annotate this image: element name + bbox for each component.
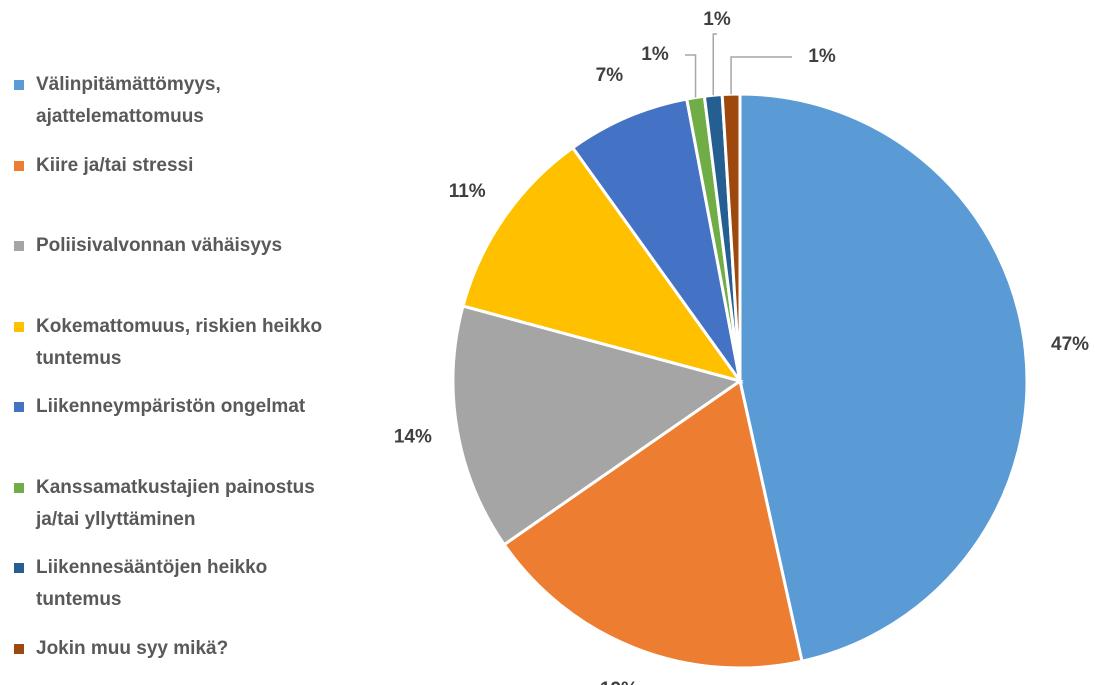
data-label: 1%: [641, 44, 669, 65]
data-label: 1%: [703, 9, 731, 30]
legend-swatch: [14, 321, 24, 332]
legend-swatch: [14, 482, 24, 493]
data-label: 47%: [1051, 334, 1089, 355]
legend-swatch: [14, 643, 24, 654]
legend-item: Kanssamatkustajien painostus ja/tai ylly…: [14, 472, 354, 536]
pie-slice: [461, 145, 744, 384]
legend-swatch: [14, 160, 24, 171]
legend-label: Liikenneympäristön ongelmat: [36, 396, 306, 417]
data-label: 11%: [449, 181, 486, 202]
legend-item: Kiire ja/tai stressi: [14, 150, 354, 182]
legend-swatch: [14, 402, 24, 412]
legend-swatch: [14, 241, 24, 251]
legend-item: Välinpitämättömyys, ajattelemattomuus: [14, 69, 354, 133]
legend-label: Välinpitämättömyys, ajattelemattomuus: [36, 74, 221, 127]
legend-item: Kokemattomuus, riskien heikko tuntemus: [14, 311, 354, 375]
data-label: 19%: [600, 679, 638, 685]
data-label: 14%: [394, 427, 432, 448]
legend-label: Kanssamatkustajien painostus ja/tai ylly…: [36, 476, 315, 530]
legend-label: Liikennesääntöjen heikko tuntemus: [36, 557, 268, 610]
legend-label: Poliisivalvonnan vähäisyys: [36, 235, 283, 256]
leader-line: [685, 54, 697, 98]
legend-item: Poliisivalvonnan vähäisyys: [14, 230, 354, 262]
legend-label: Kiire ja/tai stressi: [36, 154, 194, 176]
pie-slice: [502, 378, 804, 670]
legend-label: Kokemattomuus, riskien heikko tuntemus: [36, 315, 323, 369]
pie-slice: [738, 92, 1029, 664]
leader-line: [730, 56, 792, 95]
data-label: 7%: [596, 65, 624, 86]
pie-slice: [570, 97, 742, 382]
legend-label: Jokin muu syy mikä?: [36, 637, 229, 659]
legend-item: Liikennesääntöjen heikko tuntemus: [14, 552, 354, 616]
legend-swatch: [14, 563, 24, 573]
legend-swatch: [14, 80, 24, 90]
data-label: 1%: [808, 46, 836, 67]
pie-slice: [451, 304, 744, 547]
leader-line: [712, 33, 717, 96]
legend-item: Jokin muu syy mikä?: [14, 633, 354, 665]
pie-slice: [720, 92, 742, 382]
legend-item: Liikenneympäristön ongelmat: [14, 391, 354, 423]
